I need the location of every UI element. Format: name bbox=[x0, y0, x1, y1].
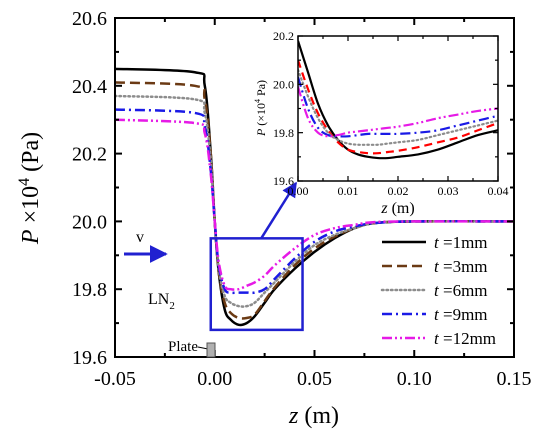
main-x-axis-label-unit: (m) bbox=[298, 403, 339, 429]
inset-x-axis-label-var: z bbox=[380, 200, 388, 217]
plate-label: Plate bbox=[168, 339, 198, 355]
fluid-label: LN2 bbox=[148, 291, 175, 312]
main-y-tick-label-5: 20.6 bbox=[72, 8, 107, 30]
main-x-tick-label-0: -0.05 bbox=[94, 368, 136, 390]
main-y-tick-label-1: 19.8 bbox=[72, 279, 107, 301]
legend-label-5: t =12mm bbox=[434, 329, 496, 348]
inset-y-tick-label-3: 20.2 bbox=[273, 29, 294, 43]
main-x-tick-label-1: 0.00 bbox=[197, 368, 232, 390]
main-y-axis-label-exp: 4 bbox=[16, 178, 33, 186]
fluid-label-main: LN bbox=[148, 291, 170, 308]
main-y-tick-label-0: 19.6 bbox=[72, 347, 107, 369]
main-series-line-4 bbox=[115, 108, 514, 295]
inset-x-tick-label-0: 0.00 bbox=[288, 184, 309, 198]
legend-label-3: t =6mm bbox=[434, 281, 488, 300]
legend-label-2: t =3mm bbox=[434, 257, 488, 276]
main-x-tick-label-2: 0.05 bbox=[297, 368, 332, 390]
inset-x-tick-label-2: 0.02 bbox=[388, 184, 409, 198]
inset-background bbox=[298, 36, 498, 181]
inset-x-tick-label-1: 0.01 bbox=[338, 184, 359, 198]
inset-y-axis-label-exp: 4 bbox=[253, 99, 262, 103]
inset-y-axis-label-unit: Pa) bbox=[254, 80, 268, 99]
inset-series-line-4 bbox=[298, 76, 498, 138]
main-y-axis-label: P ×104 (Pa) bbox=[16, 132, 44, 245]
legend: t =1mm t =3mm t =6mm t =9mm t =12mm bbox=[380, 233, 496, 348]
inset-y-tick-label-1: 19.8 bbox=[273, 126, 294, 140]
plate-marker bbox=[206, 342, 216, 358]
inset-x-tick-label-3: 0.03 bbox=[438, 184, 459, 198]
inset-series-group bbox=[298, 40, 498, 160]
main-y-axis-label-mid: ×10 bbox=[18, 186, 44, 230]
main-x-tick-label-4: 0.15 bbox=[497, 368, 532, 390]
inset-series-line-3 bbox=[298, 68, 498, 146]
inset-y-axis-label-mid: (×10 bbox=[254, 103, 268, 129]
zoom-highlight-box bbox=[209, 237, 304, 332]
main-x-tick-label-3: 0.10 bbox=[397, 368, 432, 390]
inset-y-axis-label-var: P bbox=[254, 128, 268, 137]
legend-label-4: t =9mm bbox=[434, 305, 488, 324]
inset-series-line-2 bbox=[298, 59, 498, 155]
zoom-arrow bbox=[260, 181, 298, 240]
inset-axis-ticks: 0.00 0.01 0.02 0.03 0.04 19.6 19.8 20.0 20.2 bbox=[273, 29, 509, 198]
main-y-tick-label-2: 20.0 bbox=[72, 211, 107, 233]
main-x-axis-label-var: z bbox=[288, 403, 299, 429]
main-y-axis-label-unit: (Pa) bbox=[18, 132, 44, 178]
inset-y-axis-label: P (×104 Pa) bbox=[253, 80, 268, 137]
main-axis-ticks: -0.05 0.00 0.05 0.10 0.1519.619.820.020.220.… bbox=[72, 8, 532, 390]
main-x-axis-label: z (m) bbox=[288, 403, 339, 429]
main-y-axis-label-var: P bbox=[18, 229, 44, 245]
main-y-tick-label-3: 20.2 bbox=[72, 144, 107, 166]
main-series-line-5 bbox=[115, 118, 514, 291]
main-y-tick-label-4: 20.4 bbox=[72, 76, 107, 98]
inset-x-axis-label-unit: (m) bbox=[388, 200, 415, 217]
plate-pointer bbox=[197, 346, 209, 350]
inset-y-tick-label-2: 20.0 bbox=[273, 78, 294, 92]
inset-x-tick-label-4: 0.04 bbox=[488, 184, 509, 198]
inset-y-tick-label-0: 19.6 bbox=[273, 174, 294, 188]
velocity-label: v bbox=[136, 229, 144, 246]
main-series-group bbox=[115, 67, 514, 327]
fluid-label-subscript: 2 bbox=[169, 300, 175, 312]
inset-series-line-1 bbox=[298, 40, 498, 160]
legend-label-1: t =1mm bbox=[434, 233, 488, 252]
inset-x-axis-label: z (m) bbox=[380, 200, 414, 217]
